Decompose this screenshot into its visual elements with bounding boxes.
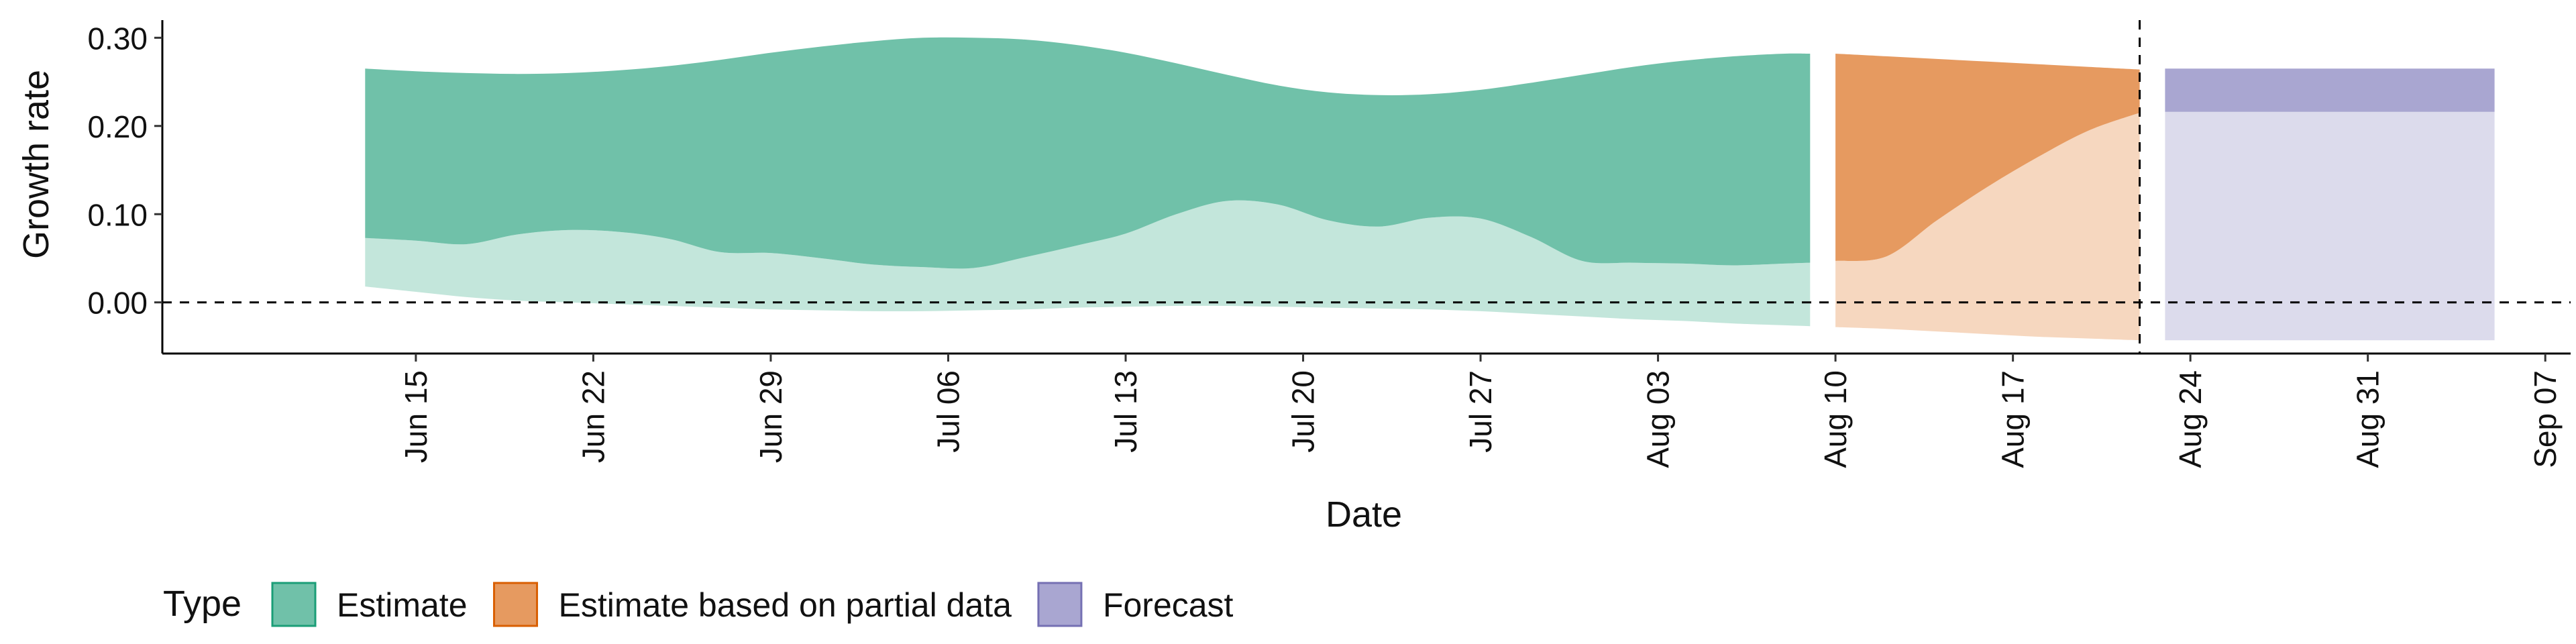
series-estimate [365, 37, 1811, 327]
x-tick-label: Aug 03 [1641, 370, 1676, 468]
x-tick-label: Jun 29 [753, 370, 788, 463]
series-bands [365, 37, 2495, 341]
x-tick-label: Aug 31 [2351, 370, 2385, 468]
y-tick-label: 0.10 [87, 197, 148, 232]
legend-label-estimate: Estimate [337, 586, 468, 624]
series-forecast [2165, 68, 2495, 341]
legend-label-forecast: Forecast [1103, 586, 1234, 624]
reference-lines [162, 20, 2571, 354]
axes: 0.00 0.10 0.20 0.30 Jun 15 Jun 22 Jun 29 Jul 06… [87, 20, 2571, 468]
y-tick-label: 0.00 [87, 286, 148, 321]
x-axis-title: Date [1326, 494, 1402, 535]
y-tick-label: 0.30 [87, 21, 148, 56]
x-tick-label: Jun 22 [576, 370, 610, 463]
x-tick-label: Jul 20 [1286, 370, 1321, 453]
legend-label-estimate-based-on-partial-data: Estimate based on partial data [559, 586, 1012, 624]
x-tick-label: Jun 15 [398, 370, 433, 463]
x-tick-label: Jul 27 [1463, 370, 1498, 453]
forecast-upper-band [2165, 68, 2495, 112]
legend: Type Estimate Estimate based on partial d… [163, 582, 1234, 627]
estimate-based-on-partial-data-upper-band [1835, 54, 2140, 262]
x-tick-label: Aug 10 [1818, 370, 1853, 468]
x-tick-label: Jul 06 [931, 370, 966, 453]
legend-title: Type [163, 584, 241, 624]
legend-swatch-estimate [271, 582, 317, 627]
estimate-upper-band [365, 37, 1811, 269]
x-tick-label: Aug 24 [2173, 370, 2208, 468]
legend-swatch-estimate-based-on-partial-data [493, 582, 539, 627]
estimate-based-on-partial-data-lower-band [1835, 113, 2140, 341]
y-tick-label: 0.20 [87, 109, 148, 144]
estimate-lower-band [365, 200, 1811, 327]
series-estimate-based-on-partial-data [1835, 54, 2140, 341]
legend-swatch-forecast [1037, 582, 1083, 627]
x-tick-label: Jul 13 [1108, 370, 1143, 453]
x-tick-label: Sep 07 [2528, 370, 2563, 468]
x-tick-label: Aug 17 [1996, 370, 2031, 468]
y-axis-title: Growth rate [16, 70, 56, 259]
forecast-lower-band [2165, 111, 2495, 341]
